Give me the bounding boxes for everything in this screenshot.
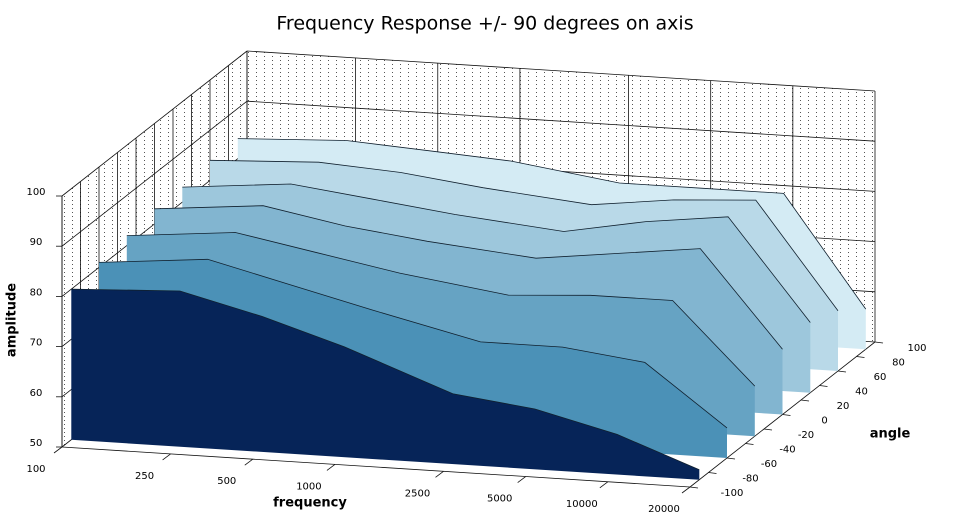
x-tick (162, 453, 171, 461)
y-axis-label: angle (870, 427, 911, 442)
y-tick-label: -40 (779, 445, 795, 456)
surface-line (237, 138, 867, 310)
y-tick-label: 0 (821, 416, 827, 427)
x-axis (61, 446, 691, 488)
z-tick-label: 60 (30, 388, 43, 399)
surface-line (209, 159, 839, 312)
surface-strip (71, 289, 700, 480)
x-tick-label: 500 (217, 476, 236, 487)
y-tick-label: 100 (907, 343, 926, 354)
z-tick-label: 90 (30, 237, 43, 248)
z-tick-label: 70 (30, 338, 43, 349)
y-tick (782, 414, 791, 416)
x-tick-label: 2500 (405, 488, 430, 499)
x-tick-label: 20000 (648, 504, 680, 515)
surface-line (182, 183, 811, 323)
x-tick-label: 250 (135, 471, 154, 482)
z-tick-label: 100 (26, 187, 45, 198)
z-axis-label: amplitude (5, 283, 20, 357)
surface-line (98, 258, 728, 429)
x-tick-label: 10000 (566, 499, 598, 510)
y-tick (745, 443, 754, 445)
y-tick (819, 385, 828, 387)
surface-line (154, 205, 783, 350)
x-tick-label: 1000 (296, 481, 321, 492)
surface-line (126, 232, 756, 387)
y-tick-label: -20 (798, 430, 814, 441)
x-axis-label: frequency (273, 496, 347, 511)
y-tick-label: -80 (742, 474, 758, 485)
surface-line (71, 288, 700, 471)
x-tick (244, 458, 254, 466)
x-tick-label: 5000 (487, 494, 512, 505)
x-tick (517, 476, 526, 483)
y-tick-label: -100 (721, 488, 744, 499)
y-tick (837, 370, 847, 373)
y-tick (874, 341, 884, 344)
z-grid-line (246, 100, 876, 142)
x-tick (326, 464, 336, 471)
y-tick-label: 40 (855, 387, 868, 398)
z-grid-line (246, 50, 876, 92)
z-tick-label: 80 (30, 287, 43, 298)
surface (71, 138, 867, 480)
x-tick (435, 470, 444, 478)
y-tick (856, 356, 865, 358)
y-tick (763, 428, 773, 431)
y-tick-label: -60 (761, 459, 777, 470)
y-tick (726, 457, 736, 460)
y-tick (800, 399, 810, 402)
y-tick (689, 486, 699, 489)
x-tick (681, 486, 691, 494)
y-tick-label: 20 (837, 401, 850, 412)
x-tick-label: 100 (26, 464, 45, 475)
y-tick (708, 472, 717, 474)
y-tick-label: 80 (892, 358, 905, 369)
chart-title: Frequency Response +/- 90 degrees on axi… (276, 13, 693, 35)
y-tick-label: 60 (874, 372, 887, 383)
z-tick-label: 50 (30, 438, 43, 449)
x-tick (53, 446, 63, 454)
x-tick (599, 481, 609, 489)
